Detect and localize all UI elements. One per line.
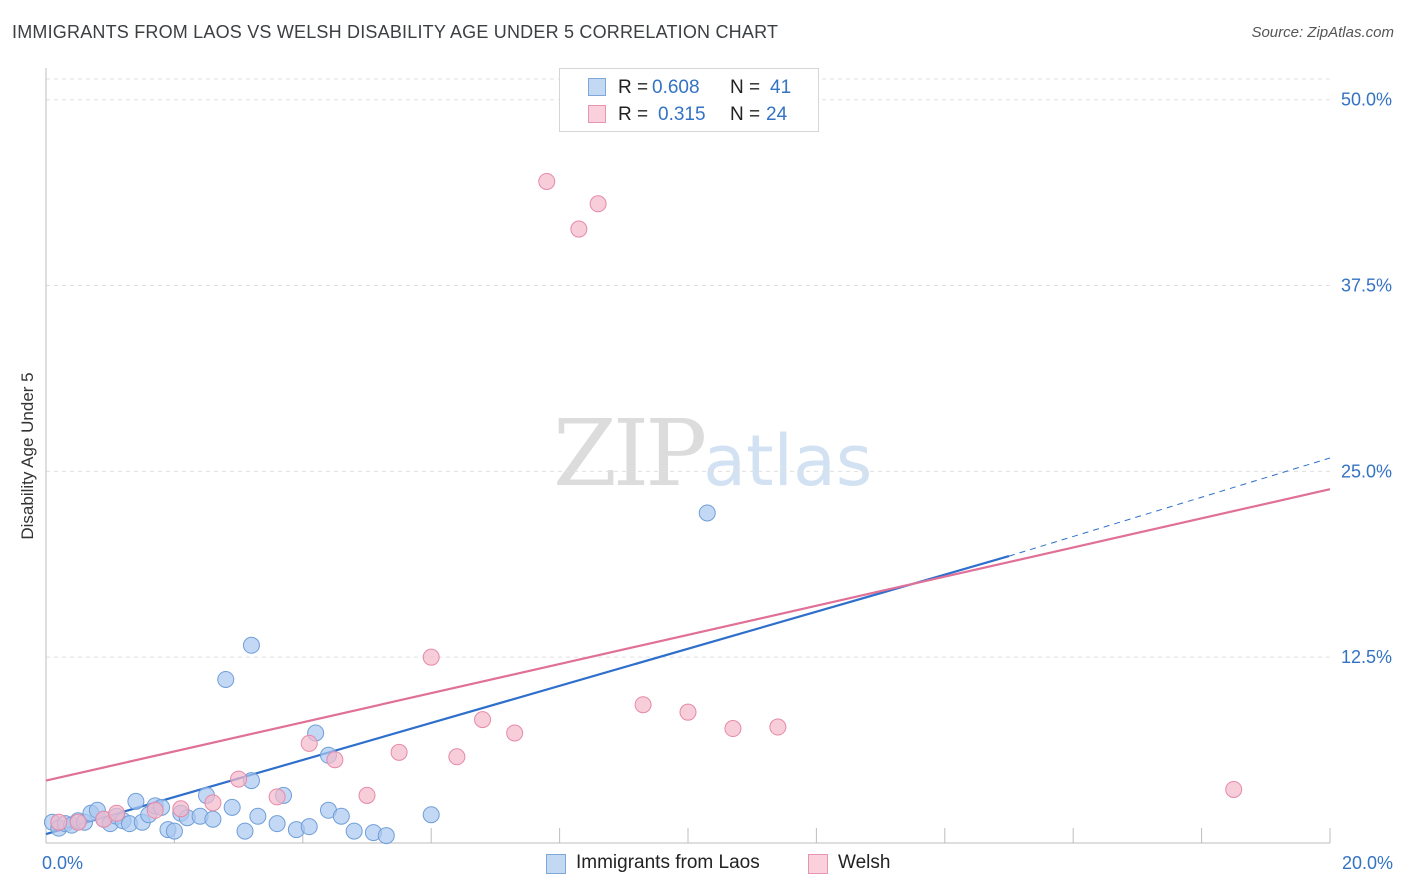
stats-row-welsh: R = 0.315 N = 24 (560, 101, 818, 127)
welsh-point (448, 748, 466, 766)
legend-label-welsh: Welsh (838, 852, 891, 873)
welsh-point (506, 724, 524, 742)
laos-point (249, 807, 267, 825)
legend-label-laos: Immigrants from Laos (576, 852, 760, 873)
watermark-zip: ZIP (553, 400, 707, 507)
y-tick-label: 37.5% (1341, 276, 1392, 296)
stats-legend-box: R = 0.608 N = 41 R = 0.315 N = 24 (559, 68, 819, 132)
welsh-point (230, 770, 248, 788)
laos-point (127, 792, 145, 810)
legend-swatch-laos (546, 854, 566, 874)
laos-point (332, 807, 350, 825)
welsh-swatch (588, 105, 606, 123)
welsh-point (769, 718, 787, 736)
grid-layer (46, 78, 1330, 658)
laos-point (422, 806, 440, 824)
x-tick-label: 20.0% (1342, 853, 1393, 873)
n-value: 41 (770, 77, 792, 98)
welsh-point (390, 743, 408, 761)
welsh-point (69, 813, 87, 831)
welsh-point (268, 788, 286, 806)
points-layer (43, 172, 1243, 845)
welsh-point (538, 172, 556, 190)
n-value: 24 (766, 104, 788, 125)
laos-point (345, 822, 363, 840)
welsh-point (634, 696, 652, 714)
source-label: Source: ZipAtlas.com (1251, 24, 1394, 41)
watermark-atlas: atlas (703, 420, 873, 502)
welsh-point (204, 794, 222, 812)
welsh-point (108, 804, 126, 822)
welsh-point (679, 703, 697, 721)
welsh-point (422, 648, 440, 666)
laos-point (223, 798, 241, 816)
r-label: R = (618, 104, 649, 125)
welsh-point (589, 195, 607, 213)
y-tick-label: 50.0% (1341, 90, 1392, 110)
y-tick-label: 25.0% (1341, 461, 1392, 481)
welsh-point (570, 220, 588, 238)
r-value: 0.315 (658, 104, 706, 125)
laos-point (217, 670, 235, 688)
welsh-trend-line (45, 488, 1331, 782)
laos-trend-extension (1008, 457, 1331, 557)
legend-swatch-welsh (808, 854, 828, 874)
r-label: R = (618, 77, 649, 98)
welsh-point (326, 751, 344, 769)
n-label: N = (730, 104, 761, 125)
laos-point (300, 818, 318, 836)
y-axis-title: Disability Age Under 5 (18, 372, 37, 540)
laos-point (242, 636, 260, 654)
laos-trend-line (45, 555, 1010, 836)
welsh-point (474, 711, 492, 729)
laos-point (204, 810, 222, 828)
laos-point (165, 822, 183, 840)
laos-point (236, 822, 254, 840)
axis-layer (45, 68, 1331, 844)
n-label: N = (730, 77, 761, 98)
welsh-point (146, 801, 164, 819)
laos-point (268, 815, 286, 833)
r-value: 0.608 (652, 77, 700, 98)
bottom-legend: Immigrants from Laos Welsh (0, 852, 1406, 878)
chart-title: IMMIGRANTS FROM LAOS VS WELSH DISABILITY… (12, 22, 779, 42)
tick-layer: 12.5% 25.0% 37.5% 50.0% 0.0% 20.0% (42, 90, 1393, 873)
laos-point (377, 827, 395, 845)
y-tick-label: 12.5% (1341, 647, 1392, 667)
x-tick-label: 0.0% (42, 853, 83, 873)
welsh-point (1225, 780, 1243, 798)
welsh-point (50, 813, 68, 831)
welsh-point (358, 786, 376, 804)
watermark: ZIPatlas (553, 400, 873, 507)
stats-row-laos: R = 0.608 N = 41 (560, 74, 818, 100)
welsh-point (724, 720, 742, 738)
laos-swatch (588, 78, 606, 96)
welsh-point (172, 800, 190, 818)
laos-point (698, 504, 716, 522)
welsh-point (300, 734, 318, 752)
